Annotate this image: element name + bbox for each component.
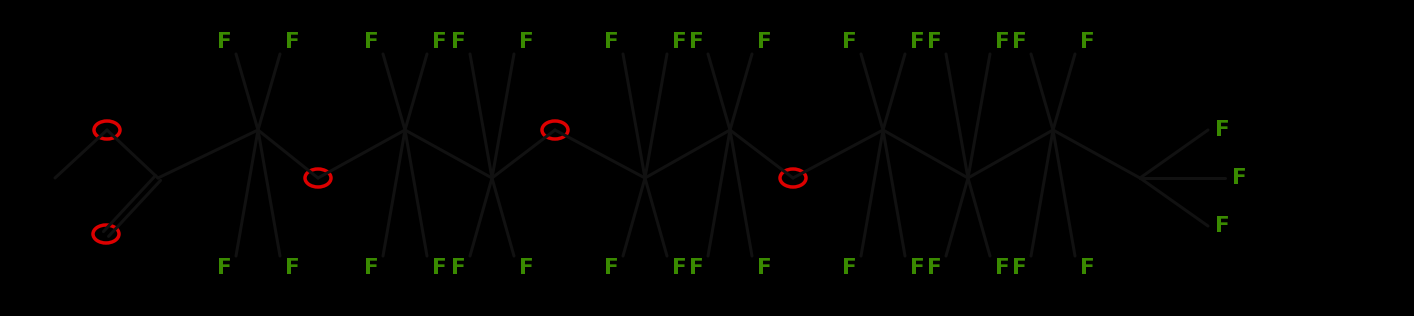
Text: F: F xyxy=(431,32,447,52)
Text: F: F xyxy=(431,258,447,278)
Text: F: F xyxy=(756,32,772,52)
Text: F: F xyxy=(841,258,857,278)
Text: F: F xyxy=(909,32,925,52)
Text: F: F xyxy=(1215,216,1229,236)
Text: F: F xyxy=(216,32,232,52)
Text: F: F xyxy=(994,258,1010,278)
Text: F: F xyxy=(689,32,703,52)
Text: F: F xyxy=(1011,258,1027,278)
Text: F: F xyxy=(604,258,618,278)
Text: F: F xyxy=(994,32,1010,52)
Text: F: F xyxy=(926,258,942,278)
Text: F: F xyxy=(841,32,857,52)
Text: F: F xyxy=(451,258,465,278)
Text: F: F xyxy=(672,32,686,52)
Text: F: F xyxy=(451,32,465,52)
Text: F: F xyxy=(519,32,533,52)
Text: F: F xyxy=(1232,168,1246,188)
Text: F: F xyxy=(672,258,686,278)
Text: F: F xyxy=(1215,120,1229,140)
Text: F: F xyxy=(1080,258,1094,278)
Text: F: F xyxy=(1080,32,1094,52)
Text: F: F xyxy=(284,258,300,278)
Text: F: F xyxy=(1011,32,1027,52)
Text: F: F xyxy=(689,258,703,278)
Text: F: F xyxy=(216,258,232,278)
Text: F: F xyxy=(604,32,618,52)
Text: F: F xyxy=(756,258,772,278)
Text: F: F xyxy=(363,258,379,278)
Text: F: F xyxy=(909,258,925,278)
Text: F: F xyxy=(519,258,533,278)
Text: F: F xyxy=(926,32,942,52)
Text: F: F xyxy=(363,32,379,52)
Text: F: F xyxy=(284,32,300,52)
